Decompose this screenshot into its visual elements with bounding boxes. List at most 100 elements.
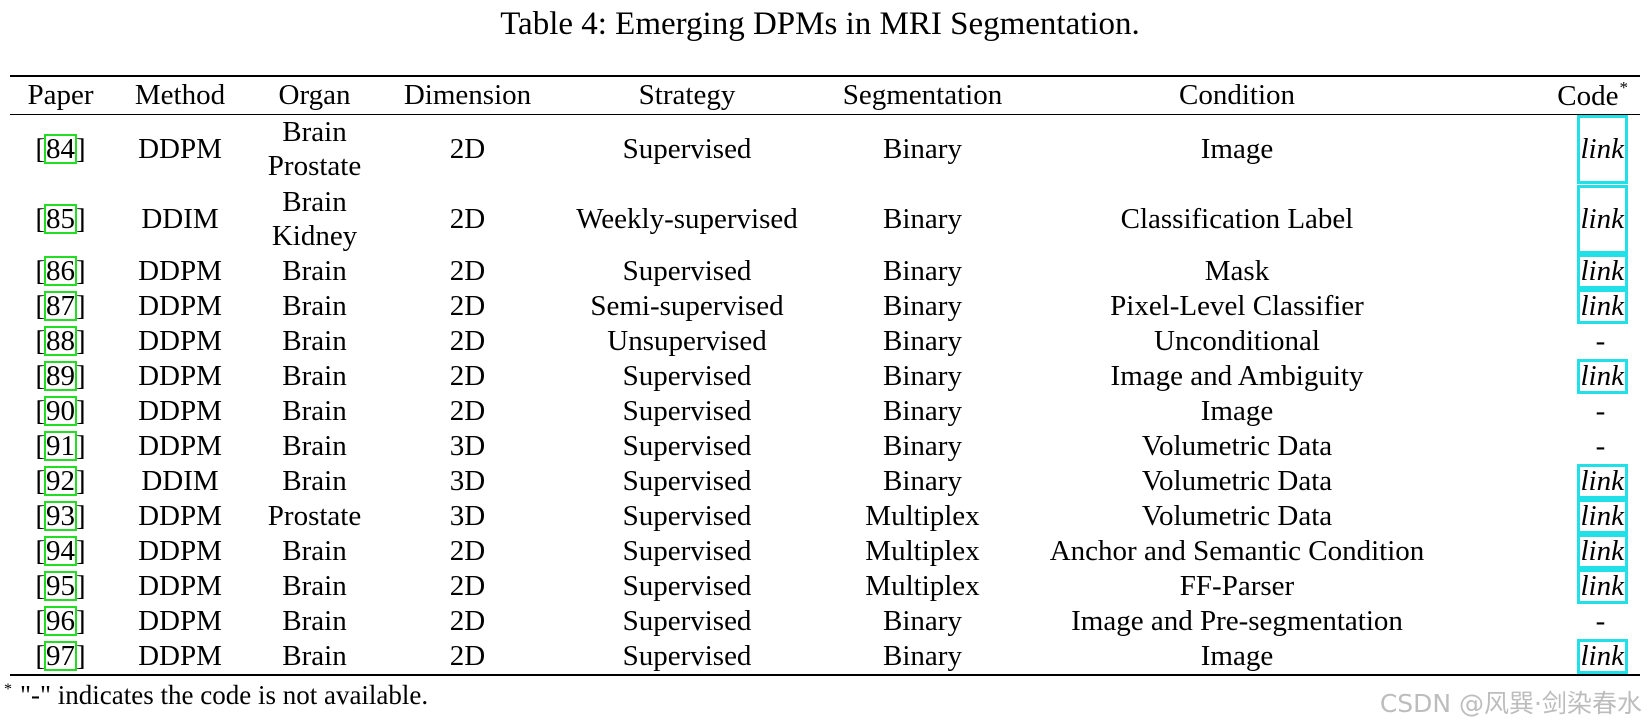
table-caption: Table 4: Emerging DPMs in MRI Segmentati… <box>500 6 1140 42</box>
dimension-text: 3D <box>449 500 486 532</box>
citation-link[interactable]: 85 <box>44 202 77 235</box>
organ-cell: Brain <box>249 639 380 674</box>
citation-link[interactable]: 84 <box>44 132 77 165</box>
organ-text: Brain <box>282 255 347 287</box>
condition-cell: Volumetric Data <box>1026 429 1448 464</box>
code-cell: link <box>1448 534 1640 569</box>
organ-text: Brain <box>282 570 347 602</box>
dimension-text: 2D <box>449 605 486 637</box>
paper-cell: [90] <box>35 395 86 427</box>
citation-link[interactable]: 92 <box>44 465 77 497</box>
header-condition: Condition <box>1178 79 1295 111</box>
segmentation-text: Binary <box>883 132 962 165</box>
code-link[interactable]: link <box>1576 114 1628 184</box>
organ-cell: Brain Prostate <box>249 114 380 184</box>
method-text: DDIM <box>141 202 219 235</box>
header-segmentation: Segmentation <box>842 79 1003 111</box>
segmentation-cell: Binary <box>819 429 1026 464</box>
dimension-text: 3D <box>449 465 486 497</box>
segmentation-text: Binary <box>883 465 962 497</box>
citation-link[interactable]: 95 <box>44 570 77 602</box>
method-cell: DDIM <box>111 184 249 254</box>
code-link[interactable]: link <box>1576 639 1628 674</box>
strategy-cell: Supervised <box>555 569 819 604</box>
method-cell: DDPM <box>111 324 249 359</box>
citation-link[interactable]: 89 <box>44 360 77 392</box>
code-link[interactable]: link <box>1576 359 1628 394</box>
condition-cell: Image and Ambiguity <box>1026 359 1448 394</box>
table-row: [97] DDPM Brain 2D Supervised Binary Image link <box>10 639 1640 674</box>
code-cell: link <box>1448 499 1640 534</box>
citation-link[interactable]: 90 <box>44 395 77 427</box>
code-unavailable: - <box>1595 395 1606 427</box>
organ-text: Brain <box>282 535 347 567</box>
strategy-cell: Unsupervised <box>555 324 819 359</box>
organ-text: Brain <box>282 325 347 357</box>
condition-cell: Volumetric Data <box>1026 464 1448 499</box>
organ-text: Brain <box>282 360 347 392</box>
strategy-text: Supervised <box>622 605 752 637</box>
paper-cell: [88] <box>35 325 86 357</box>
code-cell: link <box>1448 184 1640 254</box>
method-text: DDPM <box>138 255 222 287</box>
method-text: DDPM <box>138 605 222 637</box>
segmentation-text: Binary <box>883 255 962 287</box>
method-text: DDPM <box>138 535 222 567</box>
code-link[interactable]: link <box>1576 464 1628 499</box>
header-paper: Paper <box>27 79 94 111</box>
method-text: DDPM <box>138 500 222 532</box>
dimension-text: 3D <box>449 430 486 462</box>
strategy-cell: Supervised <box>555 464 819 499</box>
organ-cell: Brain <box>249 429 380 464</box>
organ-cell: Brain <box>249 604 380 639</box>
strategy-text: Supervised <box>622 465 752 497</box>
citation-link[interactable]: 87 <box>44 290 77 322</box>
segmentation-text: Binary <box>883 430 962 462</box>
citation-link[interactable]: 97 <box>44 640 77 672</box>
citation-link[interactable]: 93 <box>44 500 77 532</box>
citation-link[interactable]: 94 <box>44 535 77 567</box>
code-link[interactable]: link <box>1576 499 1628 534</box>
method-cell: DDPM <box>111 114 249 184</box>
table-row: [85] DDIM Brain Kidney 2D Weekly-supervised Bi… <box>10 184 1640 254</box>
code-link[interactable]: link <box>1576 289 1628 324</box>
citation-link[interactable]: 96 <box>44 605 77 637</box>
bottom-rule <box>10 674 1640 676</box>
organ-cell: Prostate <box>249 499 380 534</box>
organ-cell: Brain <box>249 289 380 324</box>
code-unavailable: - <box>1595 430 1606 462</box>
table-row: [96] DDPM Brain 2D Supervised Binary Image and… <box>10 604 1640 639</box>
code-link[interactable]: link <box>1576 569 1628 604</box>
organ-cell: Brain <box>249 464 380 499</box>
citation-link[interactable]: 91 <box>44 430 77 462</box>
header-strategy: Strategy <box>638 79 736 111</box>
organ-cell: Brain <box>249 324 380 359</box>
top-rule <box>10 75 1640 77</box>
paper-cell: [89] <box>35 360 86 392</box>
strategy-text: Supervised <box>622 255 752 287</box>
condition-cell: Mask <box>1026 254 1448 289</box>
dimension-text: 2D <box>449 640 486 672</box>
citation-link[interactable]: 86 <box>44 255 77 287</box>
code-link[interactable]: link <box>1576 254 1628 289</box>
paper-cell: [84] <box>35 132 86 165</box>
strategy-text: Unsupervised <box>607 325 767 357</box>
code-link[interactable]: link <box>1576 534 1628 569</box>
organ-text: Brain <box>282 395 347 427</box>
table-row: [90] DDPM Brain 2D Supervised Binary Image - <box>10 394 1640 429</box>
code-cell: - <box>1448 429 1640 464</box>
organ-cell: Brain <box>249 534 380 569</box>
method-cell: DDPM <box>111 429 249 464</box>
watermark: CSDN @风巽·剑染春水 <box>1379 689 1642 718</box>
table-row: [86] DDPM Brain 2D Supervised Binary Mask link <box>10 254 1640 289</box>
segmentation-text: Binary <box>883 640 962 672</box>
citation-link[interactable]: 88 <box>44 325 77 357</box>
dimension-text: 2D <box>449 202 486 235</box>
condition-cell: Unconditional <box>1026 324 1448 359</box>
condition-cell: Classification Label <box>1026 184 1448 254</box>
code-link[interactable]: link <box>1576 184 1628 254</box>
organ-text: Brain <box>282 290 347 322</box>
method-cell: DDIM <box>111 464 249 499</box>
method-cell: DDPM <box>111 359 249 394</box>
strategy-text: Weekly-supervised <box>576 202 798 235</box>
